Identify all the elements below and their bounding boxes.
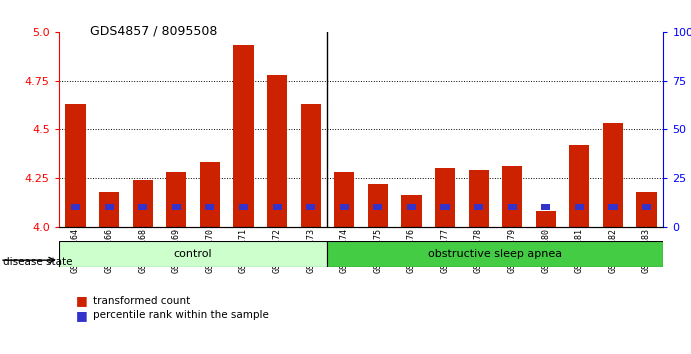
Bar [502, 166, 522, 227]
Bar [234, 46, 254, 227]
Bar [609, 204, 618, 210]
Bar [301, 104, 321, 227]
Bar [133, 180, 153, 227]
Text: control: control [173, 249, 212, 259]
Bar [239, 204, 248, 210]
Bar [272, 204, 282, 210]
Bar [541, 204, 550, 210]
Bar [104, 204, 113, 210]
Bar [71, 204, 80, 210]
Bar [569, 145, 589, 227]
Bar [340, 204, 349, 210]
Bar [267, 75, 287, 227]
Text: ■: ■ [76, 309, 88, 321]
Bar [508, 204, 517, 210]
Bar [172, 204, 181, 210]
Bar [200, 162, 220, 227]
Bar [440, 204, 450, 210]
Bar [575, 204, 584, 210]
Bar [468, 170, 489, 227]
Text: percentile rank within the sample: percentile rank within the sample [93, 310, 269, 320]
Bar [642, 204, 651, 210]
Bar [603, 123, 623, 227]
Text: ■: ■ [76, 295, 88, 307]
Text: GDS4857 / 8095508: GDS4857 / 8095508 [90, 25, 217, 38]
Bar [138, 204, 147, 210]
Text: disease state: disease state [3, 257, 73, 267]
Bar [636, 192, 656, 227]
Bar [435, 168, 455, 227]
Bar [536, 211, 556, 227]
Bar [401, 195, 422, 227]
Text: transformed count: transformed count [93, 296, 191, 306]
Bar [407, 204, 416, 210]
Bar [474, 204, 483, 210]
Bar [66, 104, 86, 227]
Bar [306, 204, 315, 210]
Text: obstructive sleep apnea: obstructive sleep apnea [428, 249, 562, 259]
Bar [328, 241, 663, 267]
Bar [205, 204, 214, 210]
Bar [334, 172, 354, 227]
Bar [99, 192, 119, 227]
Bar [59, 241, 328, 267]
Bar [368, 184, 388, 227]
Bar [167, 172, 187, 227]
Bar [373, 204, 382, 210]
